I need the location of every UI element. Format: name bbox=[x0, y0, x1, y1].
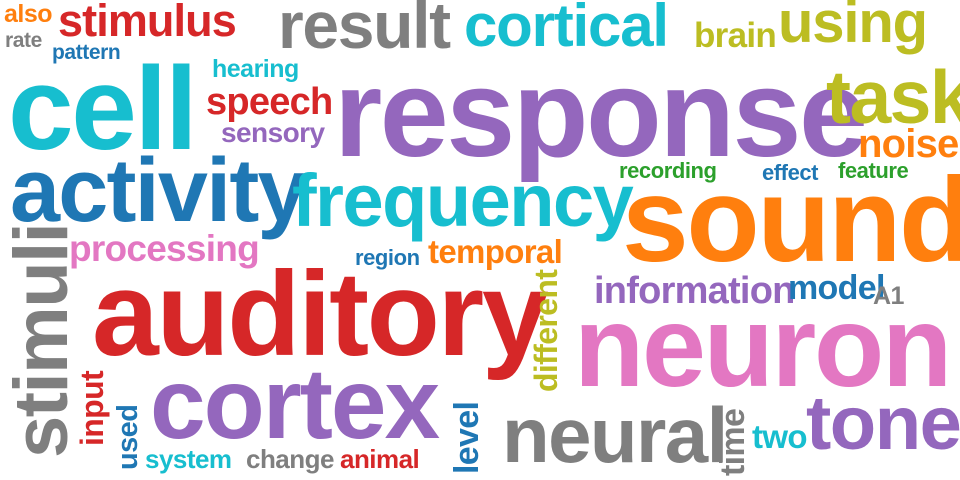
word-different: different bbox=[528, 269, 564, 392]
word-processing: processing bbox=[69, 228, 260, 269]
word-effect: effect bbox=[762, 160, 819, 185]
word-two: two bbox=[752, 418, 808, 455]
word-input: input bbox=[74, 371, 110, 446]
word-level: level bbox=[448, 401, 486, 474]
word-sensory: sensory bbox=[221, 117, 325, 148]
word-temporal: temporal bbox=[428, 233, 563, 270]
word-also: also bbox=[4, 0, 53, 28]
word-cell: cell bbox=[8, 43, 198, 175]
word-noise: noise bbox=[858, 122, 959, 166]
word-using: using bbox=[778, 0, 928, 55]
word-pattern: pattern bbox=[52, 41, 121, 64]
word-animal: animal bbox=[340, 444, 420, 474]
word-A1: A1 bbox=[873, 282, 904, 310]
word-result: result bbox=[278, 0, 451, 62]
word-neural: neural bbox=[502, 391, 728, 479]
word-brain: brain bbox=[694, 16, 777, 55]
word-information: information bbox=[594, 270, 795, 312]
word-activity: activity bbox=[10, 141, 308, 241]
word-region: region bbox=[355, 245, 420, 270]
word-task: task bbox=[826, 55, 960, 139]
word-speech: speech bbox=[206, 81, 333, 123]
word-hearing: hearing bbox=[212, 55, 299, 83]
word-rate: rate bbox=[5, 29, 42, 52]
word-time: time bbox=[714, 408, 752, 476]
word-cortex: cortex bbox=[150, 348, 440, 460]
word-auditory: auditory bbox=[92, 247, 549, 381]
word-recording: recording bbox=[619, 158, 717, 183]
word-stimuli: stimuli bbox=[0, 223, 84, 458]
word-system: system bbox=[145, 444, 232, 474]
word-tone: tone bbox=[806, 381, 960, 466]
word-change: change bbox=[246, 444, 334, 474]
word-sound: sound bbox=[622, 153, 960, 287]
word-neuron: neuron bbox=[574, 283, 952, 411]
word-feature: feature bbox=[838, 158, 909, 183]
word-stimulus: stimulus bbox=[58, 0, 237, 46]
word-used: used bbox=[112, 404, 144, 470]
word-cortical: cortical bbox=[464, 0, 669, 59]
word-model: model bbox=[788, 269, 885, 307]
word-frequency: frequency bbox=[292, 159, 634, 242]
word-response: response bbox=[334, 45, 868, 183]
